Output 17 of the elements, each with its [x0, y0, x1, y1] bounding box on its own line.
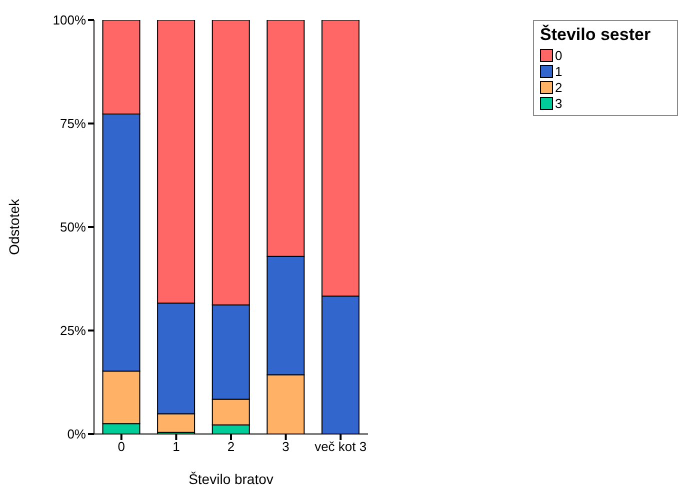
y-tick-label: 100% [52, 12, 86, 28]
x-tick-label: 2 [227, 439, 235, 454]
x-tick-label: 1 [172, 439, 180, 454]
legend-label: 2 [554, 79, 564, 95]
y-tick-label: 75% [60, 116, 86, 132]
x-tick-label: 3 [282, 439, 290, 454]
x-axis-title: Število bratov [188, 471, 274, 487]
y-tick-label: 25% [60, 323, 86, 338]
legend-label: 0 [554, 47, 564, 63]
y-tick-label: 0% [67, 426, 86, 442]
legend-label: 3 [554, 95, 564, 111]
x-tick-label: več kot 3 [314, 439, 367, 454]
x-tick-label: 0 [118, 439, 126, 454]
legend-label: 1 [554, 63, 564, 79]
y-tick-label: 50% [60, 220, 86, 235]
legend-title: Število sester [540, 25, 652, 45]
y-axis-title: Odstotek [6, 198, 22, 256]
